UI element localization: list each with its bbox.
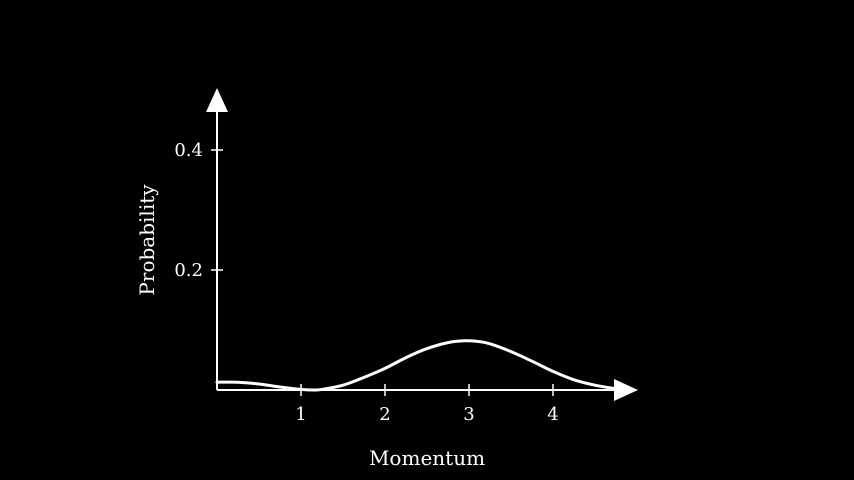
x-tick-label: 4 [547, 404, 558, 425]
probability-curve [215, 339, 618, 392]
y-axis-arrowhead [206, 88, 228, 112]
y-tick-label: 0.4 [174, 140, 203, 161]
y-tick-label: 0.2 [174, 260, 203, 281]
axes [206, 88, 638, 401]
plot-area [215, 339, 618, 392]
x-axis-label: Momentum [369, 446, 485, 470]
ticks: 1 2 3 4 0.2 0.4 [174, 140, 558, 425]
x-tick-label: 3 [463, 404, 474, 425]
x-tick-label: 2 [379, 404, 390, 425]
y-axis-label: Probability [135, 184, 159, 296]
x-axis-arrowhead [614, 379, 638, 401]
x-tick-label: 1 [295, 404, 306, 425]
